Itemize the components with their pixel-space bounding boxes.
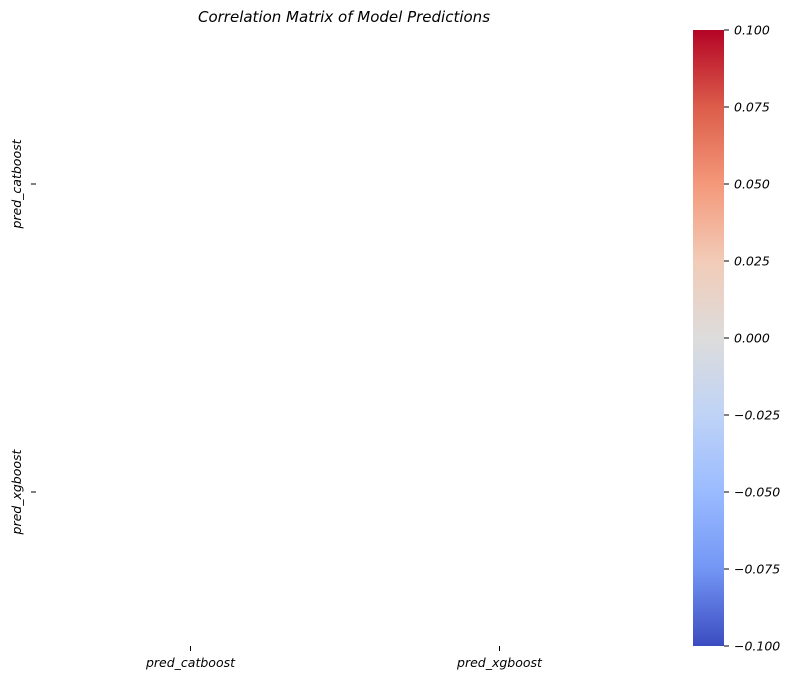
colorbar-tick-label: 0.100 xyxy=(734,23,770,38)
y-tick-label: pred_xgboost xyxy=(9,448,24,535)
colorbar: 0.100 0.075 0.050 0.025 0.000 −0.025 −0.050 −0.… xyxy=(693,23,780,654)
heatmap-cell xyxy=(36,338,345,646)
heatmap-cell xyxy=(36,30,345,338)
colorbar-tick-label: −0.050 xyxy=(734,485,780,500)
heatmap-cell xyxy=(345,30,654,338)
y-axis-ticks: pred_catboost pred_xgboost xyxy=(9,138,36,535)
chart-title: Correlation Matrix of Model Predictions xyxy=(198,8,490,26)
colorbar-tick-label: 0.075 xyxy=(734,100,770,115)
colorbar-tick-label: −0.025 xyxy=(734,408,780,423)
x-axis-ticks: pred_catboost pred_xgboost xyxy=(145,646,543,670)
colorbar-tick-label: −0.100 xyxy=(734,639,780,654)
colorbar-tick-label: 0.000 xyxy=(734,331,770,346)
heatmap-cell xyxy=(345,338,654,646)
y-tick-label: pred_catboost xyxy=(9,138,24,229)
heatmap-plot-area xyxy=(36,30,654,646)
colorbar-tick-label: −0.075 xyxy=(734,562,780,577)
colorbar-tick-label: 0.025 xyxy=(734,254,770,269)
colorbar-gradient xyxy=(693,30,724,646)
x-tick-label: pred_catboost xyxy=(145,655,236,670)
colorbar-tick-label: 0.050 xyxy=(734,177,770,192)
x-tick-label: pred_xgboost xyxy=(456,655,543,670)
